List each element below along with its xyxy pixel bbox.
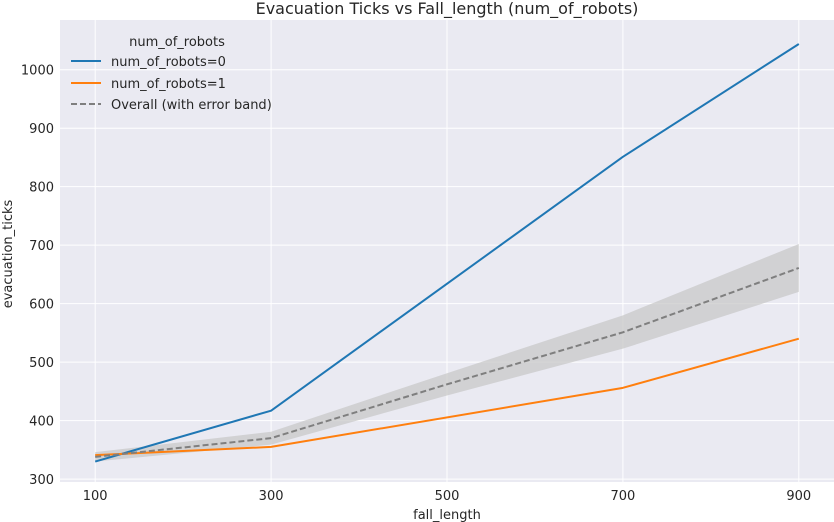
legend: num_of_robots num_of_robots=0 num_of_rob… xyxy=(71,35,272,113)
legend-label-robots-0: num_of_robots=0 xyxy=(111,55,226,70)
legend-title: num_of_robots xyxy=(129,35,225,50)
legend-label-overall: Overall (with error band) xyxy=(111,98,272,113)
y-tick-label: 1000 xyxy=(21,64,54,79)
y-tick-label: 400 xyxy=(29,415,54,430)
x-tick-label: 700 xyxy=(610,489,635,504)
x-axis-label: fall_length xyxy=(413,508,481,522)
series-line-1 xyxy=(95,337,800,457)
y-tick-label: 500 xyxy=(29,356,54,371)
legend-label-robots-1: num_of_robots=1 xyxy=(111,77,226,92)
x-tick-label: 100 xyxy=(83,489,108,504)
chart-title: Evacuation Ticks vs Fall_length (num_of_… xyxy=(256,0,639,19)
x-tick-labels: 100 300 500 700 900 xyxy=(83,489,811,504)
grid xyxy=(60,20,834,482)
y-tick-label: 900 xyxy=(29,122,54,137)
series-line-2 xyxy=(95,267,800,458)
series-line-0 xyxy=(94,43,800,463)
y-tick-label: 700 xyxy=(29,239,54,254)
x-tick-label: 500 xyxy=(435,489,460,504)
x-tick-label: 900 xyxy=(786,489,811,504)
y-tick-label: 800 xyxy=(29,181,54,196)
y-tick-labels: 300 400 500 600 700 800 900 1000 xyxy=(21,64,54,488)
series-lines xyxy=(94,43,800,463)
y-tick-label: 300 xyxy=(29,473,54,488)
y-tick-label: 600 xyxy=(29,298,54,313)
y-axis-label: evacuation_ticks xyxy=(1,199,16,308)
x-tick-label: 300 xyxy=(259,489,284,504)
